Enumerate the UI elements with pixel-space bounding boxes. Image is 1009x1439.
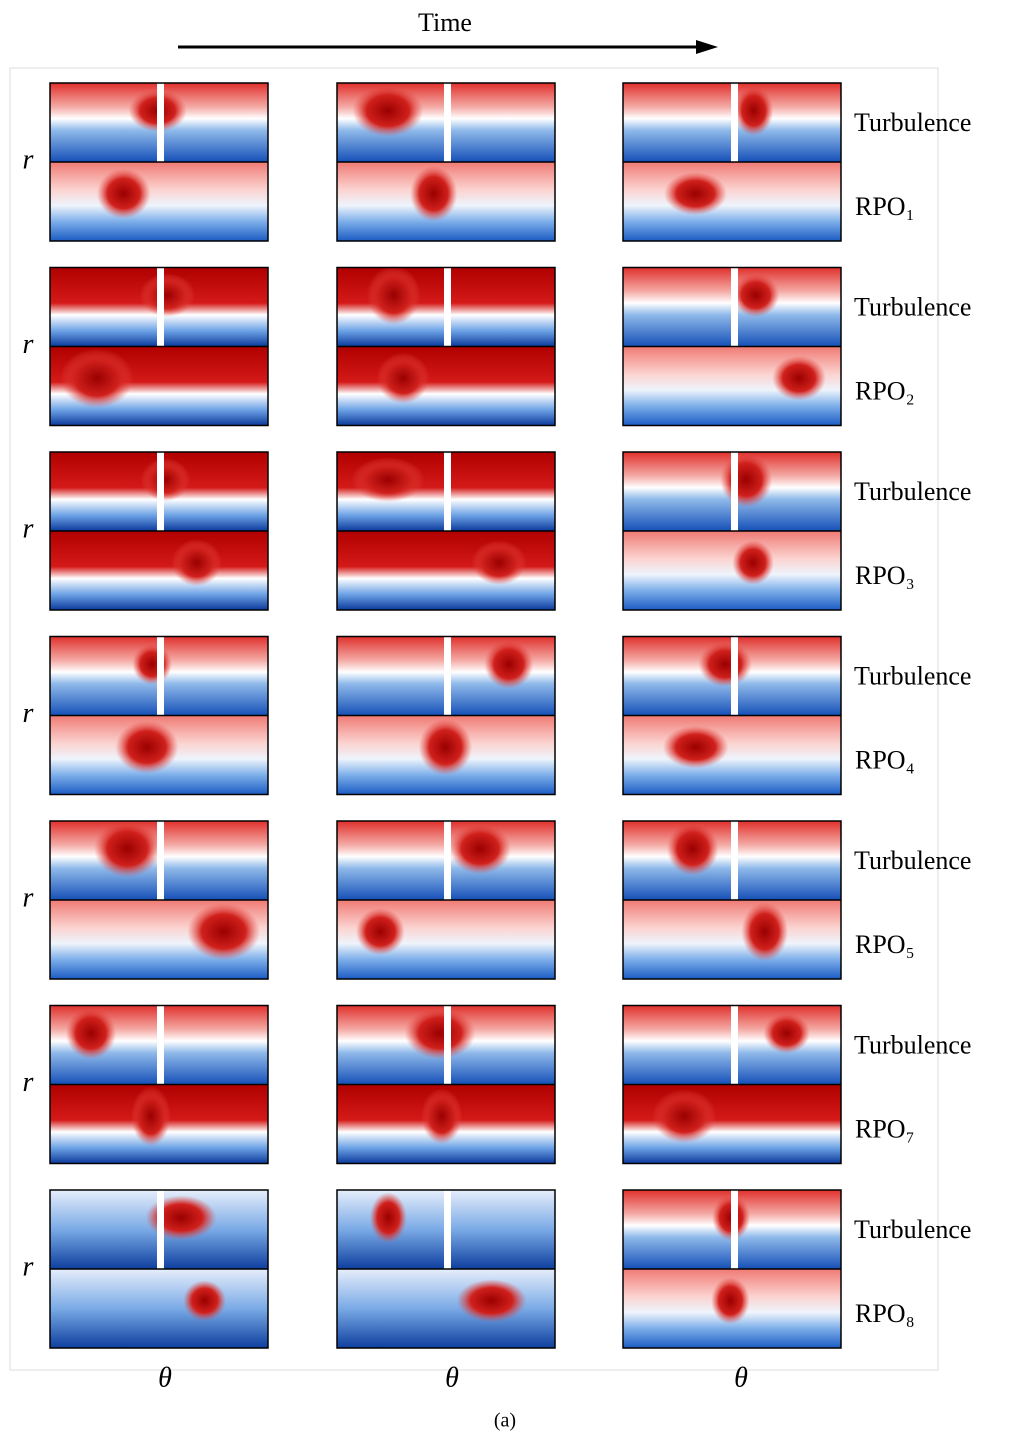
vortex-blob [741,902,789,962]
vortex-blob [772,355,826,401]
vortex-blob [355,908,405,956]
rpo-label: RPO₅ [855,930,915,959]
rpo-label: RPO₈ [855,1299,915,1328]
mask-strip [157,1190,164,1269]
vortex-blob [418,718,473,776]
vortex-blob [484,639,534,689]
vortex-blob [131,1086,171,1147]
vortex-blob [421,1088,463,1145]
rpo-panel [623,900,841,979]
turbulence-label: Turbulence [854,108,971,137]
turbulence-label: Turbulence [854,1215,971,1244]
r-label: r [23,144,34,175]
arrow-head [696,40,718,54]
vortex-blob [666,821,719,876]
rpo-label: RPO₄ [855,745,915,774]
mask-strip [731,452,738,531]
vortex-blob [376,352,430,404]
rpo-panel [50,1269,268,1348]
mask-strip [731,636,738,716]
vortex-blob [732,540,774,585]
mask-strip [444,1005,451,1085]
rpo-label: RPO₇ [855,1114,915,1143]
r-label: r [23,698,34,729]
rpo-label: RPO₂ [855,376,915,405]
vortex-blob [720,452,773,508]
turbulence-label: Turbulence [854,477,971,506]
rpo-panel [50,162,268,241]
vortex-blob [132,643,172,685]
time-label: Time [418,8,472,37]
r-label: r [23,882,34,913]
vortex-blob [711,1277,750,1325]
rpo-panel [623,162,841,241]
rpo-panel [337,346,555,426]
r-label: r [23,329,34,360]
r-label: r [23,513,34,544]
rpo-label: RPO₁ [855,192,915,221]
mask-strip [731,821,738,900]
vortex-blob [763,1012,810,1054]
vortex-blob [698,641,752,687]
mask-strip [731,267,738,347]
mask-strip [444,821,451,900]
vortex-blob [732,273,780,317]
turbulence-label: Turbulence [854,1030,971,1059]
mask-strip [444,83,451,162]
vortex-blob [115,720,179,774]
turbulence-label: Turbulence [854,292,971,321]
vortex-blob [652,1089,717,1144]
theta-label: θ [734,1362,748,1393]
vortex-blob [366,265,421,325]
vortex-blob [140,458,191,502]
theta-label: θ [445,1362,459,1393]
vortex-blob [456,1279,527,1323]
rpo-panel [50,531,268,610]
mask-strip [444,636,451,716]
vortex-blob [93,820,161,878]
r-label: r [23,1067,34,1098]
vortex-blob [369,1192,407,1244]
vortex-blob [183,1280,226,1321]
vortex-blob [404,1007,476,1060]
r-label: r [23,1251,34,1282]
mask-strip [444,267,451,347]
figure-border [9,67,939,1371]
turbulence-label: Turbulence [854,846,971,875]
vortex-blob [662,725,729,769]
mask-strip [731,1190,738,1269]
mask-strip [157,267,164,347]
vortex-blob [60,348,134,408]
mask-strip [157,83,164,162]
vortex-blob [65,1007,117,1060]
mask-strip [444,452,451,531]
rpo-label: RPO₃ [855,561,915,590]
turbulence-label: Turbulence [854,661,971,690]
mask-strip [157,452,164,531]
vortex-blob [171,539,222,587]
mask-strip [157,821,164,900]
mask-strip [731,1005,738,1085]
vortex-blob [145,1195,217,1240]
vortex-blob [187,902,261,961]
mask-strip [157,1005,164,1085]
vortex-blob [449,823,511,875]
vortex-blob [734,85,774,136]
rpo-panel [623,715,841,795]
vortex-blob [471,540,527,585]
caption: (a) [494,1410,516,1432]
vortex-blob [664,172,727,216]
vortex-blob [352,84,424,137]
vortex-blob [351,457,425,503]
mask-strip [444,1190,451,1269]
vortex-blob [410,165,458,222]
mask-strip [731,83,738,162]
theta-label: θ [158,1362,172,1393]
vortex-blob [96,168,151,219]
rpo-panel [623,531,841,610]
vortex-blob [139,273,196,317]
mask-strip [157,636,164,716]
